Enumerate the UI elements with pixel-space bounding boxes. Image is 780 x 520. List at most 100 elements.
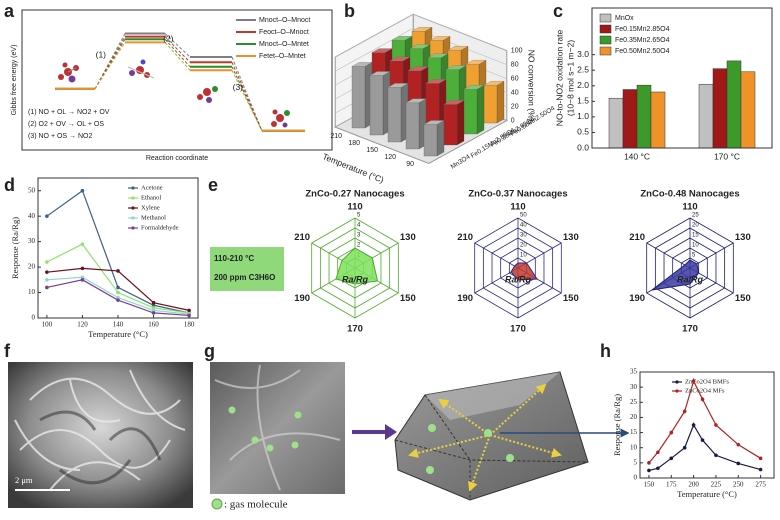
center-label: Ra/Rg <box>505 274 532 284</box>
axis-label: 170 <box>347 324 363 335</box>
bar <box>698 83 714 149</box>
point <box>714 453 718 458</box>
bar-top-shade <box>392 36 412 41</box>
bar-top-shade <box>464 85 484 90</box>
bar <box>622 89 638 149</box>
bar <box>726 60 742 149</box>
sem-image-g <box>210 362 345 510</box>
connector <box>231 62 263 132</box>
grid-line <box>335 13 507 58</box>
bar-top <box>483 81 505 86</box>
x-tick-label: 225 <box>711 481 722 489</box>
x-tick-label: 100 <box>42 321 53 329</box>
y-tick-label: 1.0 <box>577 111 589 121</box>
bar-top-shade <box>426 79 446 84</box>
plot-frame <box>591 7 773 149</box>
bar <box>423 120 445 157</box>
legend-marker <box>131 226 135 230</box>
point <box>758 467 763 472</box>
r-tick-label: 50 <box>520 213 527 219</box>
connector <box>94 42 126 90</box>
axis-label: 170 <box>682 324 698 335</box>
connector <box>94 38 126 90</box>
bar-front <box>423 124 438 157</box>
legend-marker <box>675 389 679 393</box>
bar <box>369 71 391 136</box>
x-tick-label: 140 <box>113 321 124 329</box>
legend-marker <box>131 216 135 220</box>
radar-area <box>651 259 700 291</box>
legend-label: Fe0.15Mn2.85O4 <box>615 26 670 33</box>
x-tick-label: 170 °C <box>714 151 740 161</box>
equation: (2) O2 + OV → OL + OS <box>28 121 104 128</box>
point <box>682 409 687 414</box>
point <box>116 295 120 300</box>
bar <box>463 84 485 135</box>
annotation: 110-210 °C <box>214 254 254 263</box>
r-tick-label: 25 <box>692 213 699 219</box>
point <box>682 445 687 450</box>
bar-top-shade <box>428 53 448 58</box>
bar <box>387 83 409 143</box>
panel-label: a <box>4 1 15 21</box>
bar-top <box>445 65 467 70</box>
legend-label: ZnCo2O4 MFs <box>685 387 725 394</box>
legend-label: Methanol <box>141 214 166 221</box>
axis-label: 150 <box>563 293 579 304</box>
connector <box>164 33 191 58</box>
y-tick-label: 0.0 <box>577 142 589 152</box>
y-tick-label: 2.0 <box>577 80 589 90</box>
y-tick-label: 10 <box>630 443 638 451</box>
bar-top-shade <box>390 57 410 61</box>
bar-top-shade <box>430 36 450 41</box>
bar-top <box>427 53 449 58</box>
point <box>656 466 660 471</box>
connector <box>94 36 126 90</box>
x-tick-label: 210 <box>330 133 342 140</box>
bar-top <box>351 62 373 67</box>
point <box>691 379 696 383</box>
axis-label: 130 <box>735 232 751 243</box>
y-axis-title: Gibbs free energy (eV) <box>11 45 18 116</box>
x-axis-title: Temperature (°C) <box>88 329 148 339</box>
gas-legend: : gas molecule <box>224 499 288 511</box>
z-tick-label: 80 <box>511 61 519 68</box>
point <box>736 442 741 447</box>
point <box>45 270 49 274</box>
x-tick-label: 275 <box>755 481 766 489</box>
r-tick-label: 2 <box>357 243 361 249</box>
bar-front <box>387 87 402 143</box>
z-tick-label: 20 <box>511 103 519 110</box>
connector <box>164 36 191 63</box>
legend-swatch <box>599 13 612 23</box>
image-texts: 2 μm : gas molecule <box>15 475 288 511</box>
point <box>80 188 85 193</box>
radar-title: ZnCo-0.27 Nanocages <box>305 189 404 200</box>
z-tick-label: 60 <box>511 75 519 82</box>
connector <box>164 38 191 68</box>
r-tick-label: 30 <box>520 233 527 239</box>
panel-label: b <box>344 1 355 21</box>
bar-front <box>369 75 384 136</box>
bar-top <box>391 36 413 41</box>
grid-line <box>335 27 507 72</box>
connector <box>231 70 263 132</box>
panel-label: g <box>204 341 215 361</box>
step-label: (3) <box>233 82 244 92</box>
x-tick-label: 150 <box>366 147 378 154</box>
x-axis-title: Reaction coordinate <box>146 155 208 162</box>
z-tick-label: 100 <box>511 47 523 54</box>
point <box>151 306 156 310</box>
series-label: Mn3O4 <box>450 153 472 170</box>
bar-top-shade <box>448 46 468 51</box>
bar-top <box>425 79 447 84</box>
bar-front <box>405 102 420 150</box>
y-tick-label: 1.5 <box>577 96 589 106</box>
legend-label: Mnoct–O–Mntet <box>259 41 309 48</box>
legend-label: Mnoct–O–Mnoct <box>259 17 310 24</box>
y-tick-label: 3.0 <box>577 49 589 59</box>
panel-label: h <box>600 341 611 361</box>
r-tick-label: 3 <box>357 233 361 239</box>
y-tick-label: 25 <box>630 398 638 406</box>
radar-area <box>335 247 379 285</box>
